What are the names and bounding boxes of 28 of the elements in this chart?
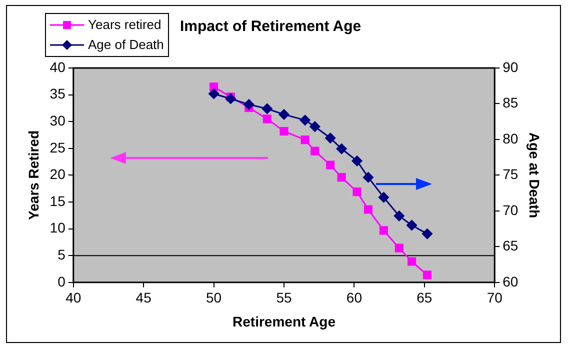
y-tick-label: 25	[50, 139, 66, 156]
y-tick-label: 0	[58, 273, 66, 290]
x-tick-label: 60	[346, 290, 362, 306]
x-axis-title: Retirement Age	[232, 313, 336, 330]
y2-tick-label: 75	[502, 166, 518, 182]
y-tick-label: 15	[50, 192, 66, 209]
chart-title: Impact of Retirement Age	[180, 18, 362, 35]
y-tick-label: 30	[50, 112, 66, 128]
y2-tick-label: 60	[502, 273, 518, 290]
y-tick-label: 40	[50, 58, 66, 75]
y2-tick-label: 70	[502, 202, 518, 218]
legend-label: Age of Death	[88, 36, 164, 54]
x-tick-label: 70	[486, 290, 503, 306]
x-tick-label: 65	[416, 290, 432, 306]
x-tick-label: 45	[136, 290, 152, 306]
x-tick-label: 55	[276, 290, 292, 306]
y-tick-label: 35	[50, 86, 66, 102]
y-axis-title: Years Retired	[25, 130, 42, 220]
y2-tick-label: 65	[502, 238, 518, 254]
y-tick-label: 20	[50, 166, 66, 182]
y-tick-label: 5	[58, 246, 66, 262]
y2-tick-label: 85	[502, 94, 518, 111]
y2-axis-title: Age at Death	[526, 132, 543, 218]
y2-tick-label: 80	[502, 130, 518, 146]
legend-label: Years retired	[88, 16, 162, 34]
y2-tick-label: 90	[502, 58, 518, 75]
y-tick-label: 10	[50, 220, 66, 236]
x-tick-label: 50	[206, 290, 222, 306]
